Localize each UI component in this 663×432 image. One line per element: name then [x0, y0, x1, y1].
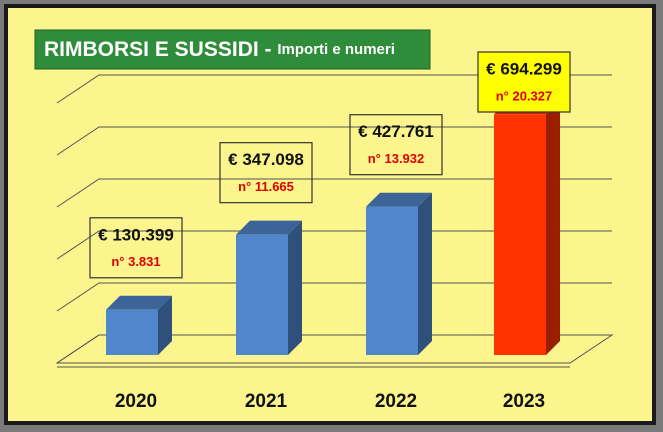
bar-front: [494, 114, 546, 355]
x-tick-label: 2021: [245, 391, 288, 412]
value-label: € 427.761: [358, 122, 434, 141]
value-label: € 694.299: [486, 59, 562, 78]
count-label: n° 20.327: [496, 88, 553, 103]
value-label: € 347.098: [228, 150, 304, 169]
bar-top: [106, 295, 172, 310]
grid-line: [56, 282, 612, 312]
count-label: n° 3.831: [111, 254, 160, 269]
grid-line: [56, 74, 612, 104]
grid-line: [56, 178, 612, 208]
bar: [366, 192, 432, 355]
bar: [494, 100, 560, 355]
grid-line: [56, 126, 612, 156]
bar-front: [366, 206, 418, 355]
bar-side: [418, 192, 432, 355]
bar-top: [366, 192, 432, 207]
chart-title: RIMBORSI E SUSSIDI - Importi e numeri: [44, 38, 395, 61]
grid-line: [56, 334, 612, 364]
bar-front: [106, 309, 158, 355]
count-label: n° 11.665: [238, 179, 294, 194]
title: RIMBORSI E SUSSIDI -: [44, 38, 277, 61]
bar-side: [288, 220, 302, 355]
x-tick-label: 2022: [375, 391, 417, 412]
label-box: [89, 217, 183, 279]
bar-front: [236, 234, 288, 355]
bar: [236, 220, 302, 355]
x-tick-label: 2023: [503, 391, 545, 412]
bar: [106, 295, 172, 355]
x-tick-label: 2020: [115, 391, 157, 412]
label-box: [477, 51, 571, 113]
label-box: [219, 142, 313, 204]
label-box: [349, 114, 443, 176]
bar-top: [236, 220, 302, 235]
plot: 2020 € 130.399 n° 3.831 2021 € 347.098 n° 11.…: [55, 51, 614, 412]
grid-line: [56, 230, 612, 260]
count-label: n° 13.932: [368, 151, 425, 166]
bar-side: [546, 100, 560, 355]
subtitle: Importi e numeri: [277, 41, 395, 58]
bar-side: [158, 295, 172, 355]
value-label: € 130.399: [98, 225, 174, 244]
title-box: [34, 29, 431, 70]
